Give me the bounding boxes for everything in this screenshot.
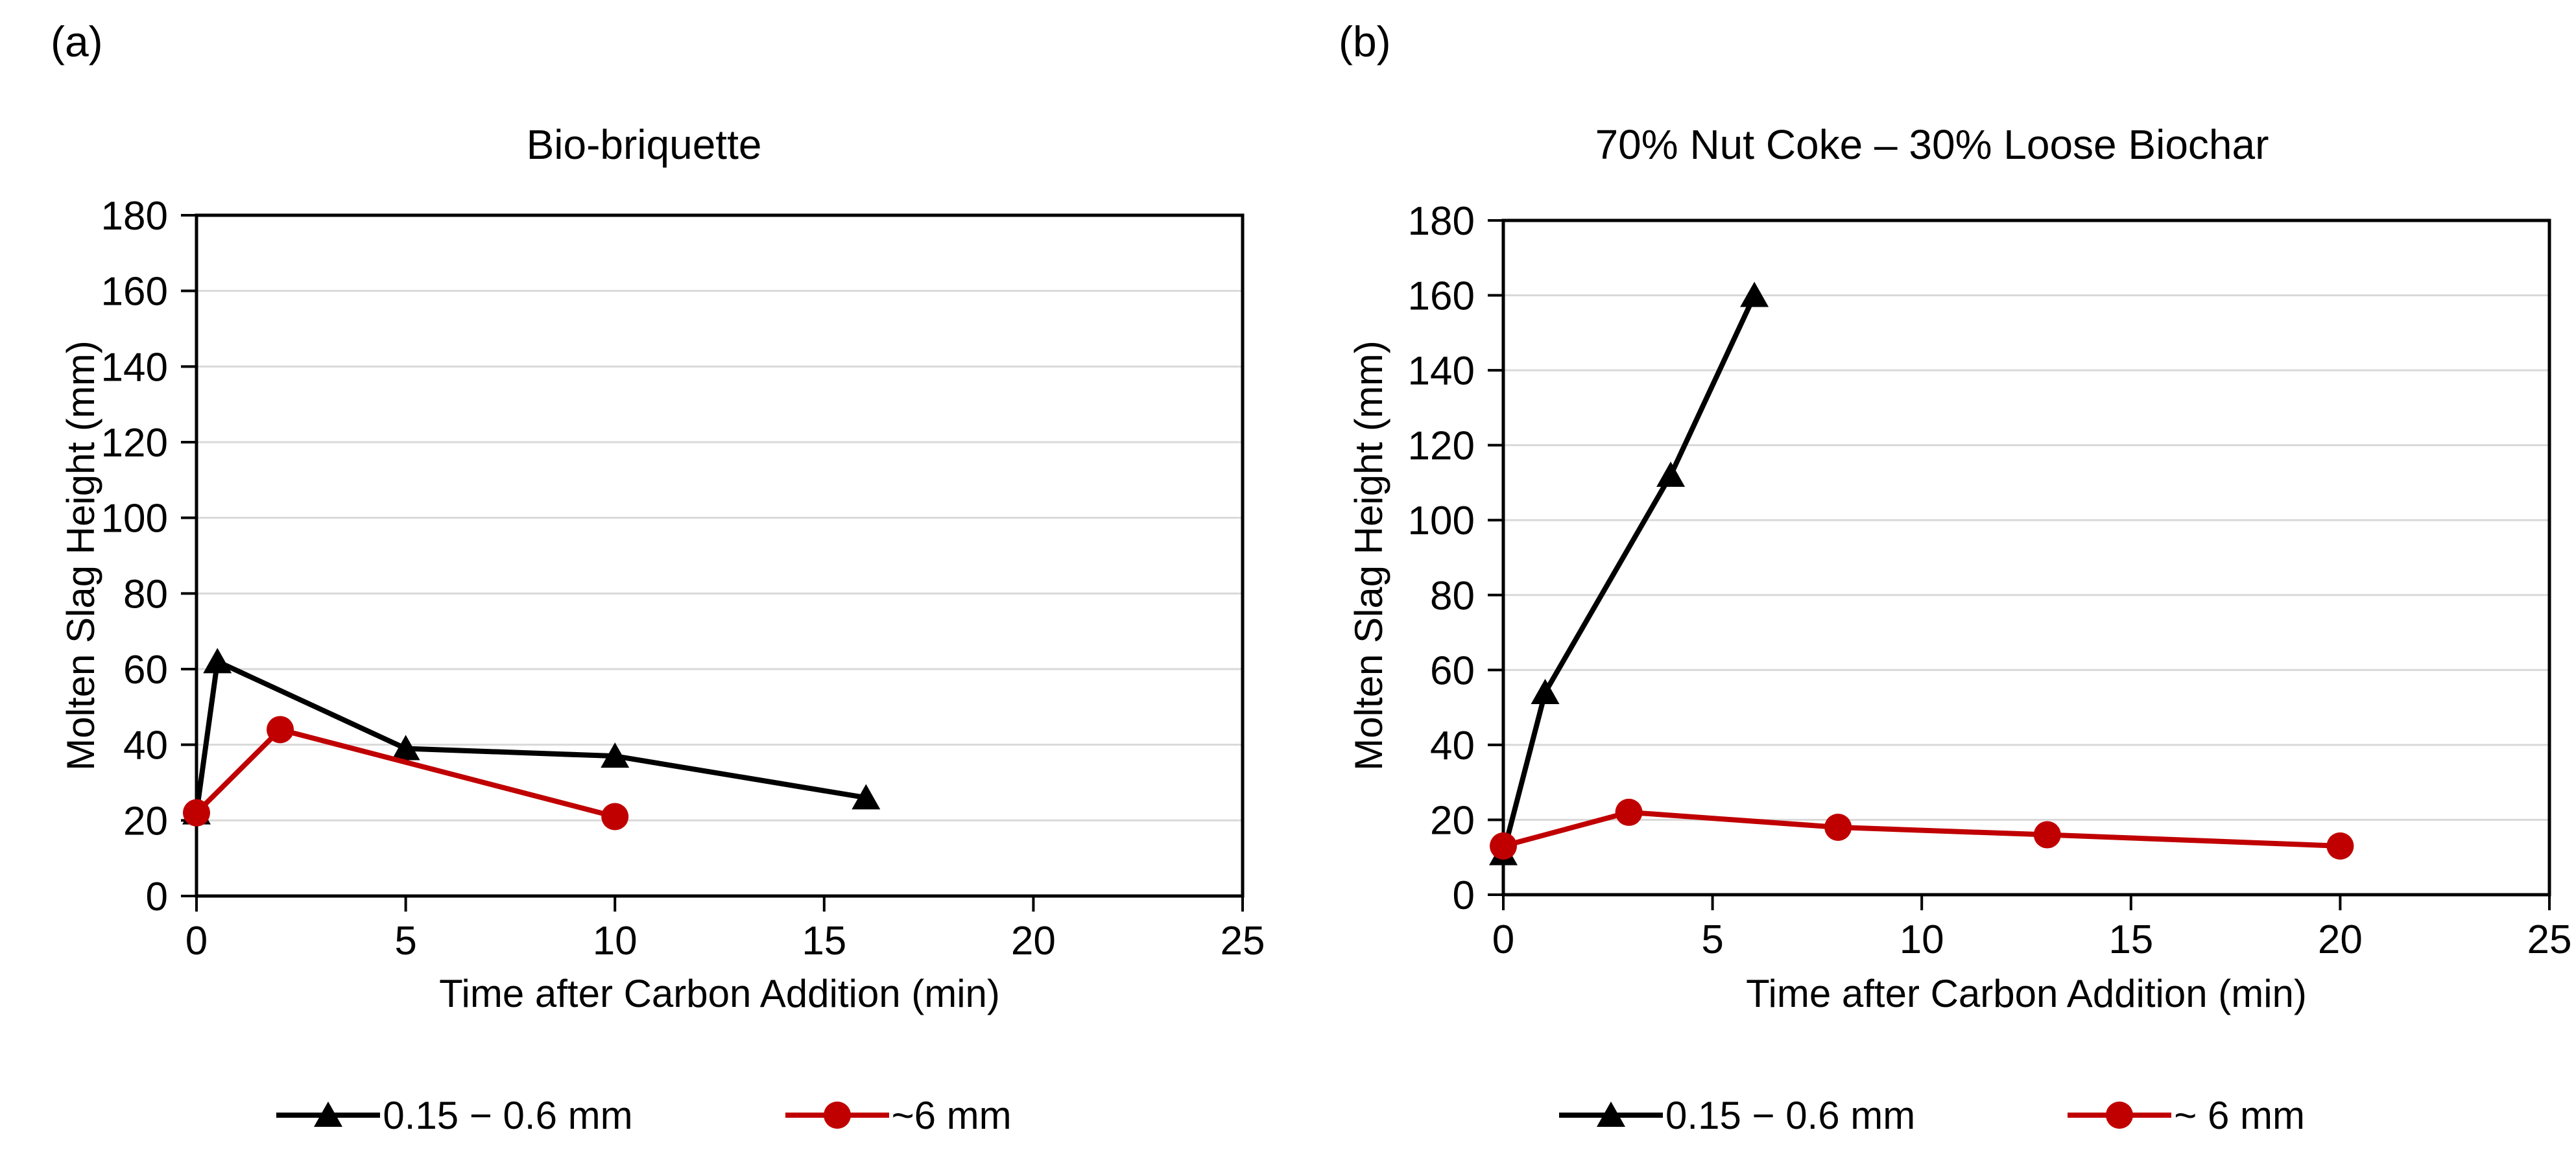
- triangle-series-icon: [276, 1102, 381, 1127]
- x-tick-label: 10: [1900, 917, 1944, 962]
- y-tick-label: 20: [1430, 798, 1475, 843]
- x-tick-label: 20: [1011, 919, 1056, 963]
- triangle-data-point: [852, 784, 881, 810]
- panel-b-label: (b): [1339, 18, 1391, 65]
- series-line: [1501, 292, 1758, 856]
- x-tick-label: 20: [2318, 917, 2363, 962]
- y-tick-label: 180: [1408, 199, 1475, 244]
- plot-area-a: 0 20 40 60 80 100 120 140 160 180 0 5 10 15 20 25: [101, 194, 1265, 963]
- series-line: [194, 659, 869, 816]
- legend-b: 0.15 − 0.6 mm ~ 6 mm: [1288, 1088, 2576, 1142]
- y-tick-label: 0: [146, 875, 168, 919]
- chart-a-title: Bio-briquette: [526, 121, 762, 168]
- y-tick-label: 180: [101, 194, 168, 239]
- circle-legend-marker: [823, 1102, 851, 1129]
- circle-data-point: [2326, 832, 2354, 860]
- legend-a: 0.15 − 0.6 mm ~6 mm: [0, 1088, 1288, 1142]
- x-axis-title-b: Time after Carbon Addition (min): [1746, 972, 2307, 1015]
- x-tick-label: 15: [2108, 917, 2153, 962]
- y-tick-label: 20: [123, 799, 168, 843]
- circle-data-point: [601, 803, 629, 831]
- legend-label: 0.15 − 0.6 mm: [383, 1093, 633, 1137]
- circle-data-point: [2033, 821, 2061, 849]
- plot-area-b: 0 20 40 60 80 100 120 140 160 180 0 5 10 15 20 25: [1408, 199, 2572, 962]
- triangle-legend-marker: [1597, 1102, 1626, 1127]
- triangle-data-point: [391, 735, 420, 761]
- y-tick-label: 160: [1408, 274, 1475, 319]
- circle-series-icon: [2068, 1102, 2172, 1129]
- y-tick-label: 60: [123, 648, 168, 692]
- triangle-data-point: [1531, 679, 1560, 704]
- circle-data-point: [183, 799, 210, 827]
- legend-item-fine-carbon: 0.15 − 0.6 mm: [276, 1088, 633, 1142]
- circle-data-point: [1490, 832, 1517, 860]
- x-tick-label: 15: [802, 919, 846, 963]
- triangle-legend-marker: [314, 1102, 343, 1127]
- legend-item-fine-carbon: 0.15 − 0.6 mm: [1559, 1088, 1915, 1142]
- circle-series-icon: [785, 1102, 889, 1129]
- y-tick-label: 140: [1408, 349, 1475, 394]
- x-tick-label: 5: [394, 919, 416, 963]
- plot-border: [195, 213, 1245, 898]
- y-tick-label: 0: [1453, 873, 1475, 918]
- triangle-data-point: [1656, 461, 1686, 487]
- legend-label: ~ 6 mm: [2174, 1093, 2305, 1137]
- panel-b: (b) 70% Nut Coke – 30% Loose Biochar 0 20…: [1288, 0, 2576, 1156]
- x-axis-title-a: Time after Carbon Addition (min): [439, 972, 1000, 1015]
- y-tick-label: 80: [123, 572, 168, 617]
- y-tick-label: 40: [123, 724, 168, 768]
- y-axis-title-a: Molten Slag Height (mm): [59, 340, 102, 771]
- triangle-data-point: [1740, 281, 1769, 307]
- circle-data-point: [1615, 798, 1643, 826]
- legend-item-coarse-carbon: ~6 mm: [785, 1088, 1012, 1142]
- panel-a: (a) Bio-briquette 0 20 40 60 80 100 120 140 160 1…: [0, 18, 1288, 1142]
- legend-label: ~6 mm: [891, 1093, 1012, 1137]
- triangle-data-point: [601, 742, 630, 768]
- y-tick-label: 140: [101, 345, 168, 390]
- y-tick-label: 160: [101, 270, 168, 314]
- y-tick-label: 40: [1430, 724, 1475, 768]
- circle-data-point: [267, 716, 294, 744]
- x-tick-label: 25: [2527, 917, 2572, 962]
- y-tick-label: 80: [1430, 574, 1475, 619]
- x-tick-label: 25: [1221, 919, 1265, 963]
- legend-label: 0.15 − 0.6 mm: [1665, 1093, 1916, 1137]
- circle-data-point: [1824, 814, 1852, 841]
- x-tick-label: 0: [1492, 917, 1514, 962]
- x-tick-label: 10: [593, 919, 638, 963]
- x-tick-label: 5: [1701, 917, 1723, 962]
- y-axis-title-b: Molten Slag Height (mm): [1347, 340, 1390, 771]
- x-tick-label: 0: [185, 919, 208, 963]
- y-tick-label: 120: [101, 421, 168, 466]
- triangle-series-icon: [1559, 1102, 1664, 1127]
- y-tick-label: 100: [1408, 499, 1475, 543]
- circle-legend-marker: [2106, 1102, 2134, 1129]
- triangle-data-point: [203, 648, 232, 674]
- y-tick-label: 120: [1408, 424, 1475, 469]
- y-tick-label: 100: [101, 497, 168, 541]
- chart-b-title: 70% Nut Coke – 30% Loose Biochar: [1595, 121, 2269, 168]
- y-tick-label: 60: [1430, 648, 1475, 693]
- legend-item-coarse-carbon: ~ 6 mm: [2068, 1088, 2305, 1142]
- plot-border: [1501, 218, 2551, 897]
- panel-a-label: (a): [51, 18, 103, 65]
